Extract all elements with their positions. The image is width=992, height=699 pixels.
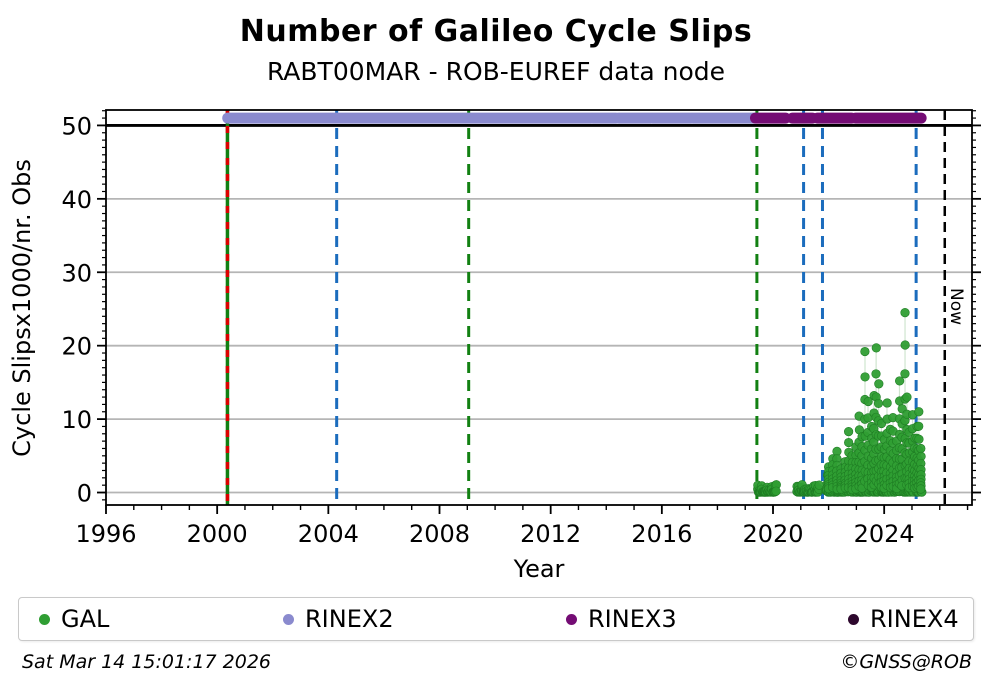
chart-plot: 1996 2000 2004 2008 2012 2016 2020 2024 0 10 20 30 4…	[8, 109, 981, 583]
chart-legend: GAL RINEX2 RINEX3 RINEX4	[18, 597, 974, 641]
legend-item-gal: GAL	[39, 598, 109, 640]
svg-text:2000: 2000	[187, 520, 248, 548]
svg-text:0: 0	[77, 480, 92, 508]
gal-marker-icon	[39, 613, 50, 625]
svg-text:Cycle Slipsx1000/nr. Obs: Cycle Slipsx1000/nr. Obs	[8, 159, 36, 457]
plot-timestamp: Sat Mar 14 15:01:17 2026	[22, 651, 272, 673]
legend-label-rinex2: RINEX2	[305, 605, 394, 633]
svg-text:2024: 2024	[854, 520, 915, 548]
legend-label-rinex3: RINEX3	[588, 605, 677, 633]
svg-text:Year: Year	[513, 555, 565, 583]
svg-text:2020: 2020	[742, 520, 803, 548]
rinex3-marker-icon	[566, 613, 577, 625]
svg-text:Now: Now	[946, 288, 966, 325]
legend-label-gal: GAL	[61, 605, 110, 633]
svg-text:30: 30	[61, 259, 92, 287]
legend-item-rinex3: RINEX3	[566, 598, 677, 640]
svg-text:20: 20	[61, 333, 92, 361]
svg-text:2004: 2004	[298, 520, 359, 548]
chart-subtitle: RABT00MAR - ROB-EUREF data node	[266, 57, 726, 86]
legend-item-rinex2: RINEX2	[283, 598, 394, 640]
svg-text:2016: 2016	[631, 520, 692, 548]
svg-text:2008: 2008	[409, 520, 470, 548]
svg-text:1996: 1996	[75, 520, 136, 548]
plot-credit: ©GNSS@ROB	[840, 651, 972, 673]
legend-label-rinex4: RINEX4	[870, 605, 959, 633]
rinex2-marker-icon	[283, 613, 294, 625]
legend-item-rinex4: RINEX4	[848, 598, 959, 640]
chart-title: Number of Galileo Cycle Slips	[239, 14, 753, 49]
svg-text:10: 10	[61, 406, 92, 434]
svg-text:2012: 2012	[520, 520, 581, 548]
rinex4-marker-icon	[848, 613, 859, 625]
svg-text:40: 40	[61, 186, 92, 214]
svg-text:50: 50	[61, 112, 92, 140]
